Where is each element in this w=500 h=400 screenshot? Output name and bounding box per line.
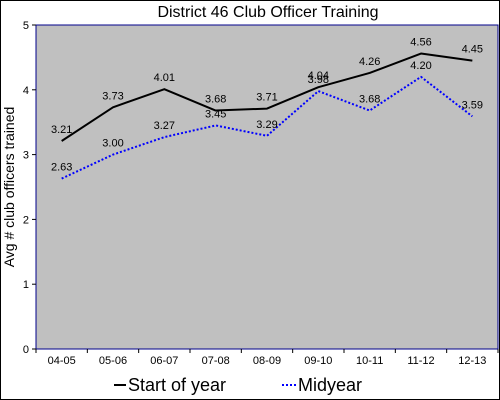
y-tick-label: 1 [23,279,29,291]
data-label-start-of-year: 4.01 [154,72,175,84]
data-label-midyear: 4.20 [410,60,431,72]
data-label-midyear: 3.68 [359,94,380,106]
series-layer [61,52,473,180]
data-label-start-of-year: 4.26 [359,56,380,68]
x-axis-ticks: 04-05 05-06 06-07 07-08 08-09 09-10 10-11 11-12… [35,349,499,367]
data-label-start-of-year: 3.73 [102,90,123,102]
data-label-midyear: 3.00 [102,138,123,150]
data-label-midyear: 3.27 [154,120,175,132]
y-axis-ticks: 0 1 2 3 4 5 [23,20,36,356]
data-label-midyear: 3.59 [462,99,483,111]
data-label-midyear: 2.63 [51,162,72,174]
y-tick-label: 5 [23,20,29,32]
data-label-start-of-year: 3.21 [51,124,72,136]
x-tick-label: 10-11 [356,355,383,367]
x-tick-label: 09-10 [304,355,332,367]
data-label-start-of-year: 4.45 [462,44,483,56]
x-tick-label: 04-05 [48,355,76,367]
y-tick-label: 3 [23,150,29,162]
legend: Start of year Midyear [114,375,362,395]
data-label-start-of-year: 3.71 [256,92,277,104]
y-axis-label: Avg # club officers trained [1,107,17,268]
data-label-start-of-year: 3.68 [205,94,226,106]
data-label-midyear: 3.45 [205,108,226,120]
x-tick-label: 06-07 [150,355,178,367]
legend-label-midyear: Midyear [298,375,362,395]
x-tick-label: 08-09 [253,355,281,367]
y-tick-label: 0 [23,344,29,356]
y-tick-label: 4 [23,85,29,97]
y-tick-label: 2 [23,214,29,226]
x-tick-label: 07-08 [202,355,230,367]
data-label-start-of-year: 4.56 [410,37,431,49]
data-label-midyear: 3.98 [308,74,329,86]
x-tick-label: 05-06 [99,355,127,367]
legend-label-start-of-year: Start of year [128,375,226,395]
x-tick-label: 11-12 [407,355,434,367]
data-labels: 3.21 3.73 4.01 3.68 3.71 4.04 4.26 4.56 4.45 2.63… [51,37,483,174]
plot-area [35,24,499,350]
data-label-midyear: 3.29 [256,119,277,131]
x-tick-label: 12-13 [458,355,486,367]
chart-title: District 46 Club Officer Training [157,4,378,21]
data-label-start-of-year: 4.04 [308,70,329,82]
